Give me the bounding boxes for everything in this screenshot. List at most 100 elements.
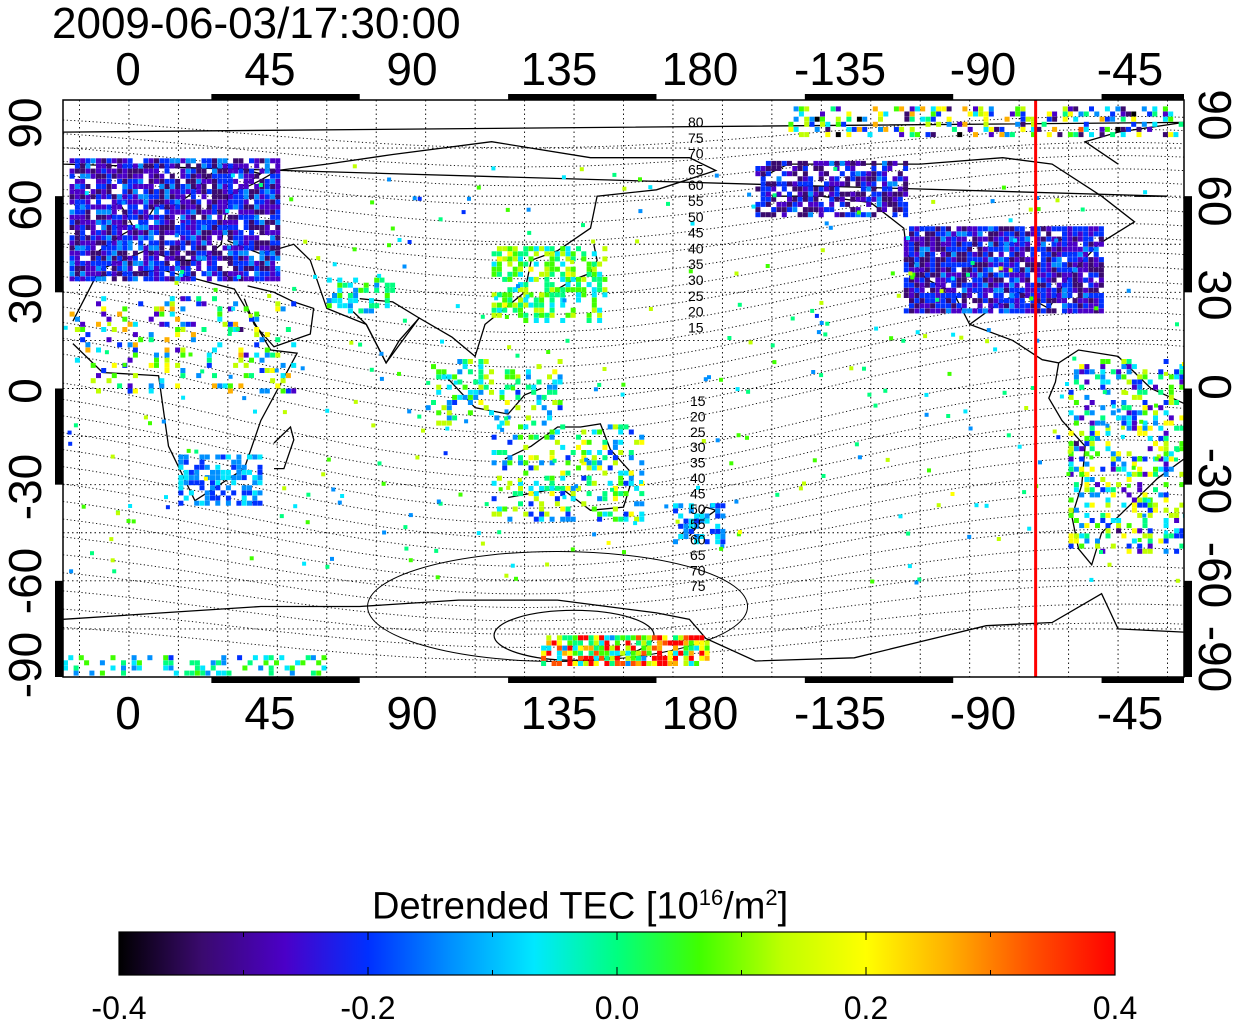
tec-pixel xyxy=(1062,293,1067,298)
tec-pixel xyxy=(185,199,191,205)
tec-pixel xyxy=(565,276,571,282)
tec-pixel xyxy=(527,230,532,235)
tec-pixel xyxy=(238,209,244,215)
tec-pixel xyxy=(809,121,815,127)
tec-pixel xyxy=(604,650,610,656)
tec-pixel xyxy=(1072,262,1078,268)
tec-pixel xyxy=(536,400,542,405)
tec-pixel xyxy=(704,539,710,545)
tec-pixel xyxy=(316,670,322,676)
tec-pixel xyxy=(818,212,824,218)
tec-pixel xyxy=(1056,272,1062,278)
tec-pixel xyxy=(994,126,1000,132)
tec-pixel xyxy=(1154,403,1158,408)
tec-pixel xyxy=(143,230,149,236)
tec-pixel xyxy=(1088,277,1094,283)
tec-pixel xyxy=(438,217,443,222)
tec-pixel xyxy=(862,116,868,122)
tec-pixel xyxy=(1004,287,1009,293)
tec-pixel xyxy=(243,255,249,261)
tec-pixel xyxy=(641,655,647,661)
tec-pixel xyxy=(462,364,468,370)
tec-pixel xyxy=(243,189,249,195)
tec-pixel xyxy=(841,121,847,127)
tec-pixel xyxy=(539,307,545,313)
tec-pixel xyxy=(1163,461,1169,467)
tec-pixel xyxy=(206,173,212,179)
tec-pixel xyxy=(939,289,944,294)
tec-pixel xyxy=(189,660,195,666)
tec-pixel xyxy=(180,260,186,266)
tec-pixel xyxy=(270,271,276,277)
tec-pixel xyxy=(983,121,989,127)
tec-pixel xyxy=(122,250,128,256)
tec-pixel xyxy=(507,455,513,461)
tec-pixel xyxy=(602,276,608,282)
tec-pixel xyxy=(233,189,239,195)
tec-pixel xyxy=(275,271,281,277)
tec-pixel xyxy=(249,189,254,195)
tec-pixel xyxy=(1056,236,1062,242)
tec-pixel xyxy=(175,316,181,322)
tec-pixel xyxy=(930,106,936,112)
tec-pixel xyxy=(578,645,583,651)
tec-pixel xyxy=(507,516,513,522)
tec-pixel xyxy=(148,388,154,394)
tec-pixel xyxy=(518,256,523,262)
tec-pixel xyxy=(961,262,967,268)
tec-pixel xyxy=(506,415,511,420)
tec-pixel xyxy=(185,178,191,184)
tec-pixel xyxy=(781,160,787,166)
tec-pixel xyxy=(919,226,925,232)
tec-pixel xyxy=(993,272,999,278)
tec-pixel xyxy=(920,106,926,112)
tec-pixel xyxy=(612,496,618,502)
tec-pixel xyxy=(164,184,170,189)
tec-pixel xyxy=(507,287,513,293)
tec-pixel xyxy=(306,492,311,497)
tec-pixel xyxy=(892,201,898,207)
tec-pixel xyxy=(518,282,523,288)
tec-pixel xyxy=(1120,126,1126,132)
tec-pixel xyxy=(599,645,605,651)
tec-pixel xyxy=(977,293,983,298)
tec-pixel xyxy=(862,126,868,132)
tec-pixel xyxy=(1014,267,1020,273)
tec-pixel xyxy=(951,308,957,314)
tec-pixel xyxy=(792,186,798,192)
tec-pixel xyxy=(802,207,808,213)
tec-pixel xyxy=(1019,293,1025,298)
tec-pixel xyxy=(814,116,820,122)
tec-pixel xyxy=(951,267,957,273)
tec-pixel xyxy=(291,362,297,368)
tec-pixel xyxy=(588,640,594,646)
tec-pixel xyxy=(175,178,181,184)
tec-pixel xyxy=(1077,257,1083,263)
tec-pixel xyxy=(591,506,597,512)
tec-pixel xyxy=(254,194,260,200)
tec-pixel xyxy=(270,368,276,373)
tec-pixel xyxy=(138,209,144,215)
tec-pixel xyxy=(337,298,343,304)
tec-pixel xyxy=(236,469,242,475)
tec-pixel xyxy=(930,282,936,288)
tec-pixel xyxy=(1093,226,1099,232)
tec-pixel xyxy=(321,655,327,661)
colorbar-tick-label: 0.2 xyxy=(843,990,889,1026)
tec-pixel xyxy=(127,388,133,394)
tec-pixel xyxy=(264,276,270,282)
tec-pixel xyxy=(185,271,191,277)
tec-pixel xyxy=(628,455,634,461)
tec-pixel xyxy=(1156,454,1161,459)
tec-pixel xyxy=(839,196,845,202)
tec-pixel xyxy=(961,251,967,257)
tec-pixel xyxy=(138,178,144,184)
tec-pixel xyxy=(1014,282,1020,288)
tec-pixel xyxy=(634,485,640,491)
tec-pixel xyxy=(227,225,233,230)
tec-pixel xyxy=(233,199,239,205)
tec-pixel xyxy=(867,392,872,397)
tec-pixel xyxy=(434,548,439,553)
tec-pixel xyxy=(107,322,112,327)
tec-pixel xyxy=(860,160,866,166)
